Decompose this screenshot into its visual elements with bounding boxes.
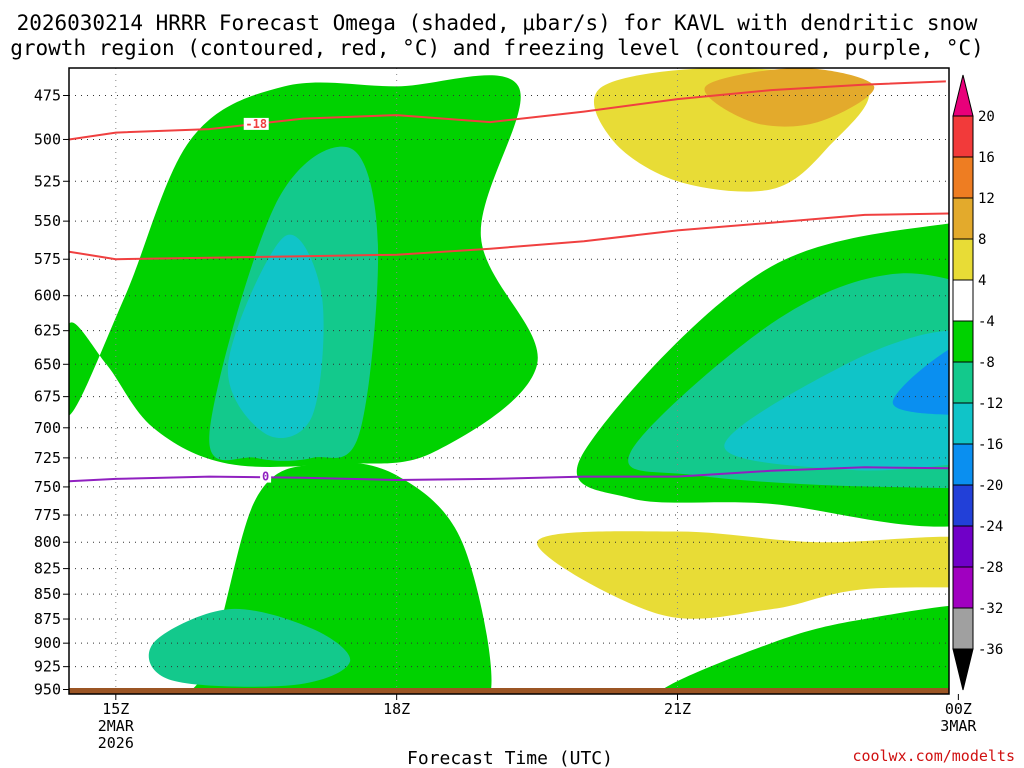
colorbar-label--24: -24: [978, 519, 1003, 535]
omega-region-orange-top: [704, 68, 875, 127]
colorbar-swatch-5: [952, 279, 974, 322]
dendritic-label-left: -18: [245, 117, 267, 131]
colorbar-label-12: 12: [978, 191, 995, 207]
colorbar-label--20: -20: [978, 478, 1003, 494]
ytick-label-700: 700: [34, 419, 61, 437]
colorbar-label--28: -28: [978, 560, 1003, 576]
gridlines: [69, 68, 949, 694]
ytick-label-950: 950: [34, 681, 61, 699]
ytick-label-725: 725: [34, 449, 61, 467]
omega-region-green-lower-left: [125, 462, 492, 694]
x-axis-label: Forecast Time (UTC): [407, 748, 613, 768]
xtick-date-00Z: 3MAR: [940, 717, 977, 735]
colorbar-swatch-2: [952, 156, 974, 199]
omega-colorbar: 20 16 12 8 4 -4 -8 -12 -16 -20 -24 -28 -32 -36: [952, 74, 1003, 691]
colorbar-label-20: 20: [978, 109, 995, 125]
ytick-label-575: 575: [34, 250, 61, 268]
colorbar-label-4: 4: [978, 273, 986, 289]
colorbar-label--36: -36: [978, 642, 1003, 658]
ytick-label-500: 500: [34, 130, 61, 148]
ytick-label-550: 550: [34, 212, 61, 230]
colorbar-swatch-9: [952, 443, 974, 486]
colorbar-swatch-3: [952, 197, 974, 240]
ytick-label-650: 650: [34, 355, 61, 373]
xtick-date-15Z: 2MAR: [98, 717, 135, 735]
dendritic-contour-2: [69, 212, 949, 261]
colorbar-swatch-10: [952, 484, 974, 527]
colorbar-swatch-8: [952, 402, 974, 445]
ytick-label-825: 825: [34, 560, 61, 578]
colorbar-swatch-bottom-arrow: [952, 648, 974, 691]
xtick-label-18Z: 18Z: [383, 700, 410, 718]
freezing-level-contour: [69, 466, 949, 483]
dendritic-contour-1: [69, 80, 949, 141]
ytick-label-850: 850: [34, 585, 61, 603]
omega-region-teal-lower-left: [148, 608, 351, 687]
colorbar-swatch-11: [952, 525, 974, 568]
ytick-label-775: 775: [34, 506, 61, 524]
freezing-label-left-bg: [260, 470, 272, 483]
colorbar-swatch-top-arrow: [952, 74, 974, 117]
freezing-label-left: 0: [262, 470, 269, 484]
ytick-label-475: 475: [34, 86, 61, 104]
colorbar-swatch-1: [952, 115, 974, 158]
colorbar-label-16: 16: [978, 150, 995, 166]
time-axis: 15Z2MAR202618Z21Z00Z3MAR03Z06Z: [98, 694, 977, 752]
ytick-label-900: 900: [34, 634, 61, 652]
ytick-label-800: 800: [34, 533, 61, 551]
ytick-label-925: 925: [34, 658, 61, 676]
contour-lines: -18-1800: [69, 74, 949, 484]
omega-region-yellow-middle-low: [537, 531, 949, 619]
ytick-label-675: 675: [34, 388, 61, 406]
omega-region-yellow-top-middle: [1014, 68, 1024, 206]
xtick-year-15Z: 2026: [98, 734, 134, 752]
pressure-axis: 475 500 525 550 575 600 625 650 675 700 725 750 775 8…: [34, 86, 69, 699]
ytick-label-600: 600: [34, 287, 61, 305]
colorbar-label-8: 8: [978, 232, 986, 248]
chart-title-line-2: growth region (contoured, red, °C) and f…: [10, 36, 984, 60]
colorbar-label--4: -4: [978, 314, 995, 330]
plot-frame: [68, 67, 950, 695]
colorbar-swatch-12: [952, 566, 974, 609]
colorbar-label--12: -12: [978, 396, 1003, 412]
ytick-label-875: 875: [34, 610, 61, 628]
omega-region-blue-middle: [892, 349, 949, 415]
ytick-label-525: 525: [34, 172, 61, 190]
ground-terrain-bar: [69, 688, 949, 694]
colorbar-label--8: -8: [978, 355, 995, 371]
xtick-label-15Z: 15Z: [102, 700, 129, 718]
plot-area: -18-1800: [68, 67, 1024, 695]
colorbar-swatch-7: [952, 361, 974, 404]
colorbar-label--16: -16: [978, 437, 1003, 453]
xtick-label-00Z: 00Z: [945, 700, 972, 718]
omega-region-green-bottom: [658, 605, 949, 694]
colorbar-swatch-6: [952, 320, 974, 363]
colorbar-label--32: -32: [978, 601, 1003, 617]
colorbar-swatch-4: [952, 238, 974, 281]
omega-region-cyan-middle: [724, 330, 949, 471]
omega-shading: [69, 68, 1024, 694]
chart-title-line-1: 2026030214 HRRR Forecast Omega (shaded, …: [17, 11, 978, 35]
omega-region-cyan-left: [227, 234, 324, 439]
colorbar-swatch-13: [952, 607, 974, 650]
dendritic-label-left-bg: [243, 117, 269, 130]
dendritic-label-mid-bg: [945, 74, 949, 87]
xtick-label-21Z: 21Z: [664, 700, 691, 718]
ytick-label-750: 750: [34, 478, 61, 496]
ytick-label-625: 625: [34, 322, 61, 340]
credit-text: coolwx.com/modelts: [852, 747, 1015, 765]
